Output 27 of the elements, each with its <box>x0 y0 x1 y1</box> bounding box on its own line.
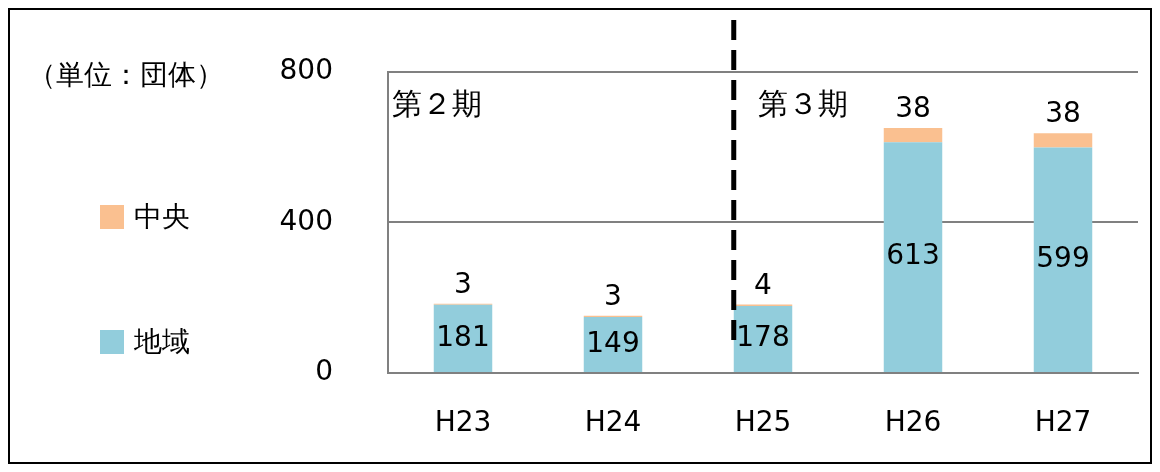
data-label: 3 <box>604 279 622 313</box>
bar <box>1033 147 1093 372</box>
data-label: 3 <box>454 267 472 301</box>
y-axis-title: （単位：団体） <box>28 57 224 93</box>
y-tick-label: 800 <box>279 53 333 87</box>
y-tick-label: 400 <box>279 203 333 237</box>
x-tick-label: H25 <box>734 405 792 439</box>
annotation: 第３期 <box>757 85 848 121</box>
y-tick-label: 0 <box>315 354 333 388</box>
data-label: 149 <box>586 325 640 359</box>
x-tick-label: H24 <box>584 405 642 439</box>
data-label: 181 <box>436 319 490 353</box>
x-tick-label: H23 <box>434 405 492 439</box>
x-tick-label: H27 <box>1034 405 1092 439</box>
data-label: 599 <box>1036 241 1090 275</box>
x-tick-label: H26 <box>884 405 942 439</box>
bar <box>1033 133 1093 148</box>
legend-label: 地域 <box>134 324 190 360</box>
annotation: 第２期 <box>392 85 482 121</box>
legend-label: 中央 <box>134 199 190 235</box>
data-label: 178 <box>736 320 790 354</box>
bar <box>883 127 943 143</box>
data-label: 613 <box>886 238 940 272</box>
data-label: 38 <box>1045 96 1081 130</box>
data-label: 38 <box>895 91 931 125</box>
bar <box>883 142 943 372</box>
data-label: 4 <box>754 267 772 301</box>
